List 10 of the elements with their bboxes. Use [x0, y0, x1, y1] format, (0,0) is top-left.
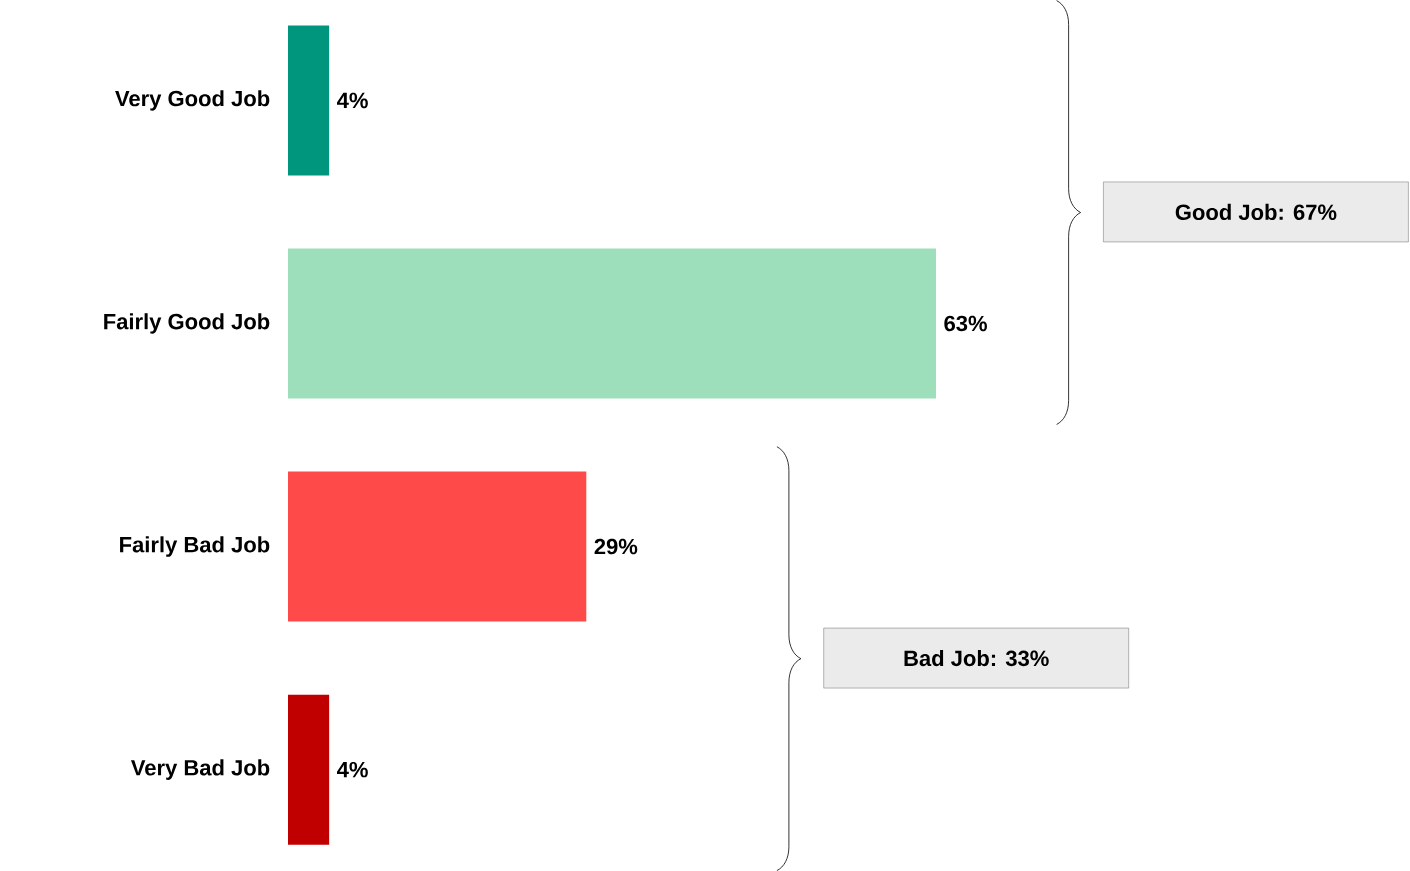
- y-tick-label: Very Bad Job: [130, 759, 270, 780]
- annotation: Bad Job: 33%: [904, 649, 1049, 667]
- y-tick-label: Very Good Job: [115, 90, 270, 111]
- y-tick-label: Fairly Good Job: [104, 313, 270, 334]
- data-label: 63%: [944, 315, 987, 332]
- text: Good Job: 67%: [1175, 203, 1337, 220]
- data-label: 4%: [337, 761, 368, 778]
- y-tick-label: Fairly Bad Job: [120, 536, 270, 557]
- data-label: 29%: [594, 538, 638, 555]
- data-label: 4%: [337, 92, 368, 109]
